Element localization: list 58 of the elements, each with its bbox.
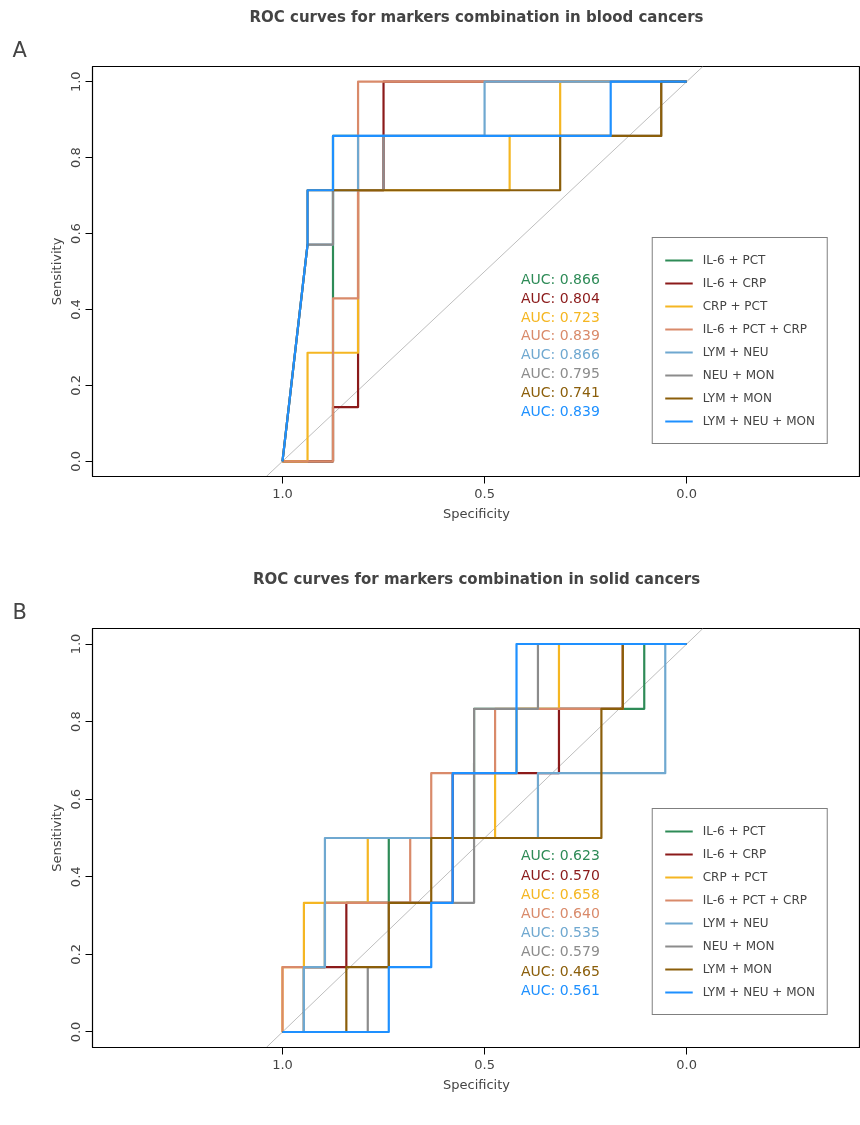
y-tick-label: 0.2 — [68, 944, 84, 965]
x-tick-label: 0.5 — [474, 1056, 495, 1072]
annotation: AUC: 0.795 — [520, 365, 600, 382]
legend-label: IL-6 + CRP — [702, 276, 767, 290]
y-tick-label: 1.0 — [68, 633, 84, 655]
y-axis-title: Sensitivity — [48, 237, 64, 306]
y-tick-label: 0.2 — [68, 375, 84, 396]
x-tick-label: 0.0 — [676, 1056, 698, 1072]
annotation: AUC: 0.839 — [520, 327, 600, 344]
text: B — [12, 599, 27, 624]
legend-label: LYM + MON — [702, 962, 772, 976]
legend-label: LYM + NEU — [702, 916, 769, 930]
x-tick-label: 1.0 — [272, 485, 293, 501]
y-axis-title: Sensitivity — [48, 803, 64, 872]
legend-label: IL-6 + PCT — [702, 253, 766, 267]
annotation: AUC: 0.623 — [520, 847, 600, 864]
y-tick-label: 0.8 — [68, 147, 84, 168]
annotation: AUC: 0.723 — [520, 308, 600, 325]
y-tick-label: 0.0 — [68, 450, 84, 472]
legend-label: CRP + PCT — [702, 870, 768, 884]
annotation: AUC: 0.866 — [520, 346, 600, 363]
text: A — [12, 37, 28, 62]
annotation: AUC: 0.658 — [520, 885, 600, 902]
legend-label: CRP + PCT — [702, 299, 768, 313]
annotation: AUC: 0.465 — [520, 962, 600, 979]
annotation: AUC: 0.570 — [520, 866, 600, 883]
annotation: AUC: 0.804 — [520, 289, 600, 306]
x-tick-label: 1.0 — [272, 1056, 293, 1072]
annotation: AUC: 0.839 — [520, 402, 600, 419]
y-tick-label: 0.4 — [68, 299, 84, 320]
legend-label: IL-6 + CRP — [702, 847, 767, 861]
legend-label: NEU + MON — [702, 939, 775, 953]
legend-label: IL-6 + PCT + CRP — [702, 893, 807, 907]
legend-label: LYM + NEU + MON — [702, 414, 815, 428]
chart-title: ROC curves for markers combination in solid cancers — [252, 569, 701, 588]
y-tick-label: 1.0 — [68, 71, 84, 93]
annotation: AUC: 0.866 — [520, 271, 600, 288]
annotation: AUC: 0.741 — [520, 383, 600, 400]
annotation: AUC: 0.579 — [520, 943, 600, 960]
y-tick-label: 0.0 — [68, 1021, 84, 1043]
x-axis-title: Specificity — [443, 505, 511, 521]
annotation: AUC: 0.561 — [520, 981, 600, 998]
annotation: AUC: 0.535 — [520, 924, 600, 941]
x-tick-label: 0.0 — [676, 485, 698, 501]
chart-title: ROC curves for markers combination in blood cancers — [249, 7, 704, 26]
x-tick-label: 0.5 — [474, 485, 495, 501]
legend-label: LYM + NEU — [702, 345, 769, 359]
y-tick-label: 0.8 — [68, 711, 84, 732]
legend-label: LYM + MON — [702, 391, 772, 405]
legend-label: IL-6 + PCT — [702, 824, 766, 838]
x-axis-title: Specificity — [443, 1076, 511, 1092]
legend-label: NEU + MON — [702, 368, 775, 382]
y-tick-label: 0.6 — [68, 788, 84, 810]
annotation: AUC: 0.640 — [520, 905, 600, 922]
y-tick-label: 0.6 — [68, 223, 84, 244]
y-tick-label: 0.4 — [68, 866, 84, 888]
legend-label: LYM + NEU + MON — [702, 985, 815, 999]
legend-label: IL-6 + PCT + CRP — [702, 322, 807, 336]
